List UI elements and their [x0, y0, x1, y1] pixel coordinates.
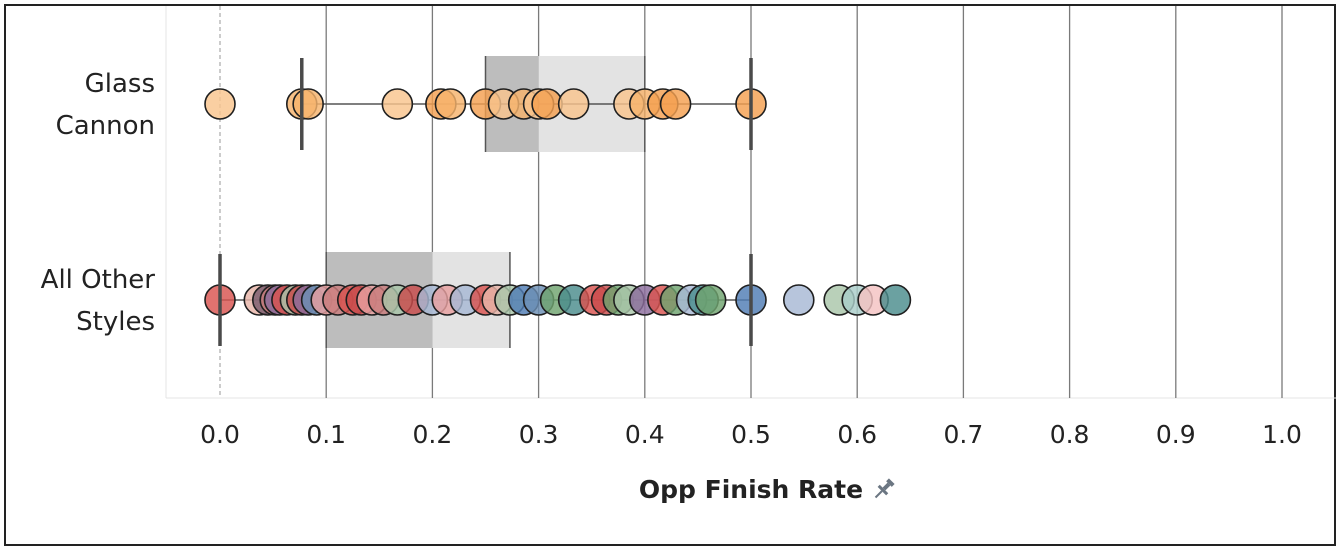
- x-tick-label: 0.6: [837, 420, 877, 449]
- data-point[interactable]: [381, 88, 414, 120]
- x-axis-ticks: 0.0 0.1 0.2 0.3 0.4 0.5 0.6 0.7 0.8 0.9 1.0: [200, 420, 1302, 449]
- category-labels: Glass Cannon All Other Styles: [41, 69, 156, 337]
- category-label: Cannon: [56, 111, 155, 141]
- x-tick-label: 0.2: [413, 420, 453, 449]
- data-points: [204, 88, 912, 316]
- x-tick-label: 0.0: [200, 420, 240, 449]
- x-axis-title-group: Opp Finish Rate: [639, 475, 896, 504]
- whiskers: [218, 58, 753, 346]
- data-point[interactable]: [204, 88, 236, 120]
- data-point[interactable]: [782, 284, 815, 316]
- category-label: Styles: [76, 307, 155, 337]
- data-point[interactable]: [879, 284, 912, 316]
- data-point[interactable]: [557, 88, 590, 120]
- data-point[interactable]: [292, 88, 324, 120]
- x-tick-label: 0.3: [519, 420, 559, 449]
- category-label: All Other: [41, 265, 156, 295]
- x-tick-label: 0.8: [1050, 420, 1090, 449]
- x-tick-label: 1.0: [1262, 420, 1302, 449]
- x-tick-label: 0.4: [625, 420, 665, 449]
- x-tick-label: 0.5: [731, 420, 771, 449]
- data-point[interactable]: [659, 88, 692, 120]
- data-point[interactable]: [694, 284, 727, 316]
- category-label: Glass: [85, 69, 155, 99]
- pin-icon[interactable]: [871, 477, 896, 502]
- x-tick-label: 0.9: [1156, 420, 1196, 449]
- x-tick-label: 0.1: [306, 420, 346, 449]
- x-axis-title: Opp Finish Rate: [639, 475, 863, 504]
- data-point[interactable]: [531, 88, 563, 120]
- x-tick-label: 0.7: [944, 420, 984, 449]
- data-point[interactable]: [434, 88, 467, 120]
